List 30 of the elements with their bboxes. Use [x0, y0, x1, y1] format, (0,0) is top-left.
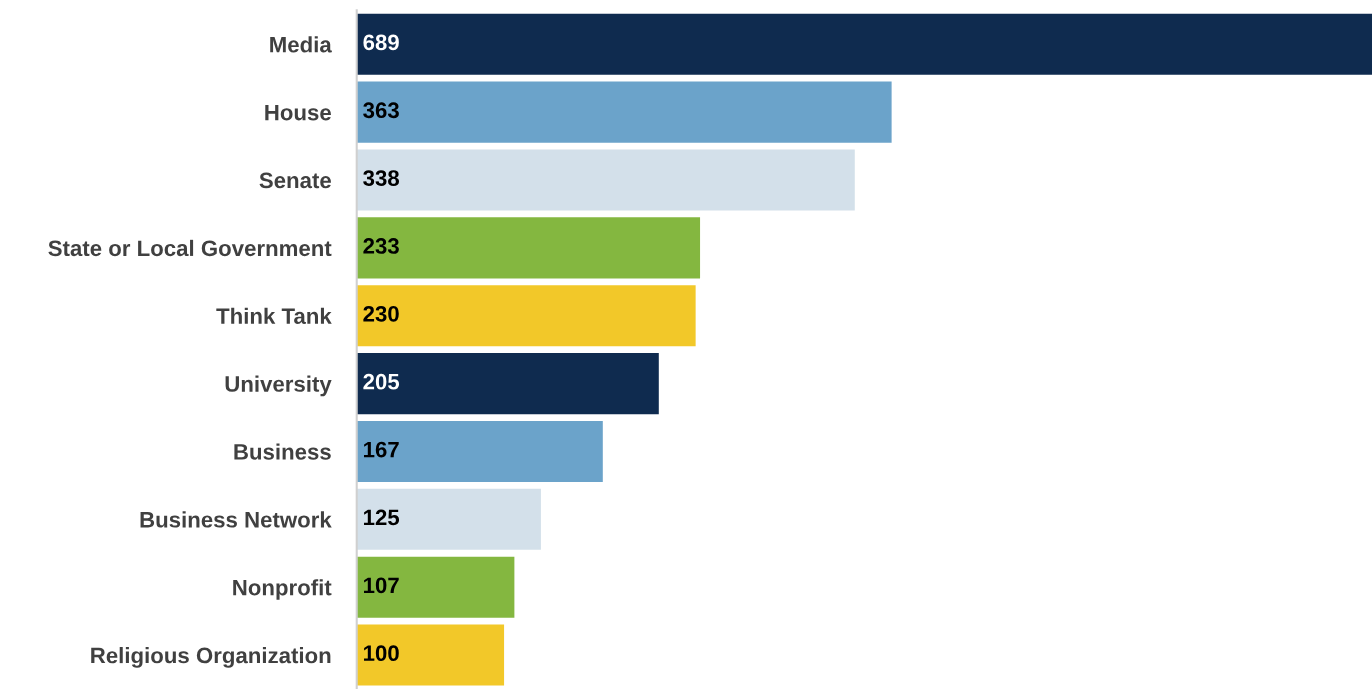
data-label: 233 — [363, 238, 399, 254]
y-tick-label: Media — [270, 36, 332, 53]
y-tick-label: Think Tank — [216, 307, 332, 325]
bar — [356, 13, 1372, 75]
bar — [356, 624, 505, 686]
data-label: 338 — [363, 170, 400, 186]
y-tick-label: Senate — [259, 172, 331, 189]
data-label: 363 — [363, 102, 399, 119]
y-tick-label: House — [265, 104, 331, 121]
y-tick-label: State or Local Government — [48, 239, 332, 257]
bar — [356, 217, 701, 279]
y-tick-label: Religious Organization — [91, 647, 331, 668]
bar — [356, 556, 515, 618]
y-tick-label: Nonprofit — [233, 579, 332, 600]
bar — [356, 149, 855, 211]
bar — [356, 285, 696, 347]
data-label: 230 — [363, 305, 399, 322]
bar — [356, 420, 603, 483]
y-tick-label: University — [225, 375, 332, 397]
bar — [356, 353, 659, 415]
bar — [356, 488, 541, 550]
y-tick-label: Business Network — [140, 511, 332, 528]
data-label: 125 — [364, 509, 400, 526]
data-label: 100 — [364, 645, 399, 662]
data-label: 167 — [364, 441, 399, 458]
data-label: 107 — [364, 577, 399, 594]
data-label: 205 — [363, 373, 400, 390]
data-label: 689 — [363, 34, 399, 51]
y-tick-label: Business — [234, 443, 331, 460]
bar — [356, 81, 892, 143]
